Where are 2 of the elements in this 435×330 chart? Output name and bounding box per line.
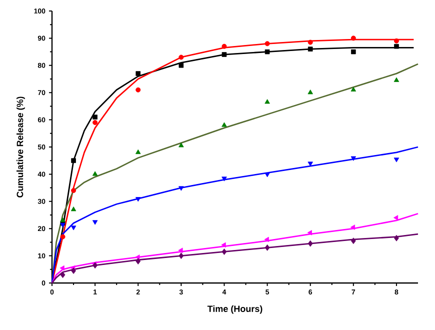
x-axis-title: Time (Hours) <box>207 305 262 314</box>
y-axis-title: Cumulative Release (%) <box>16 96 25 198</box>
